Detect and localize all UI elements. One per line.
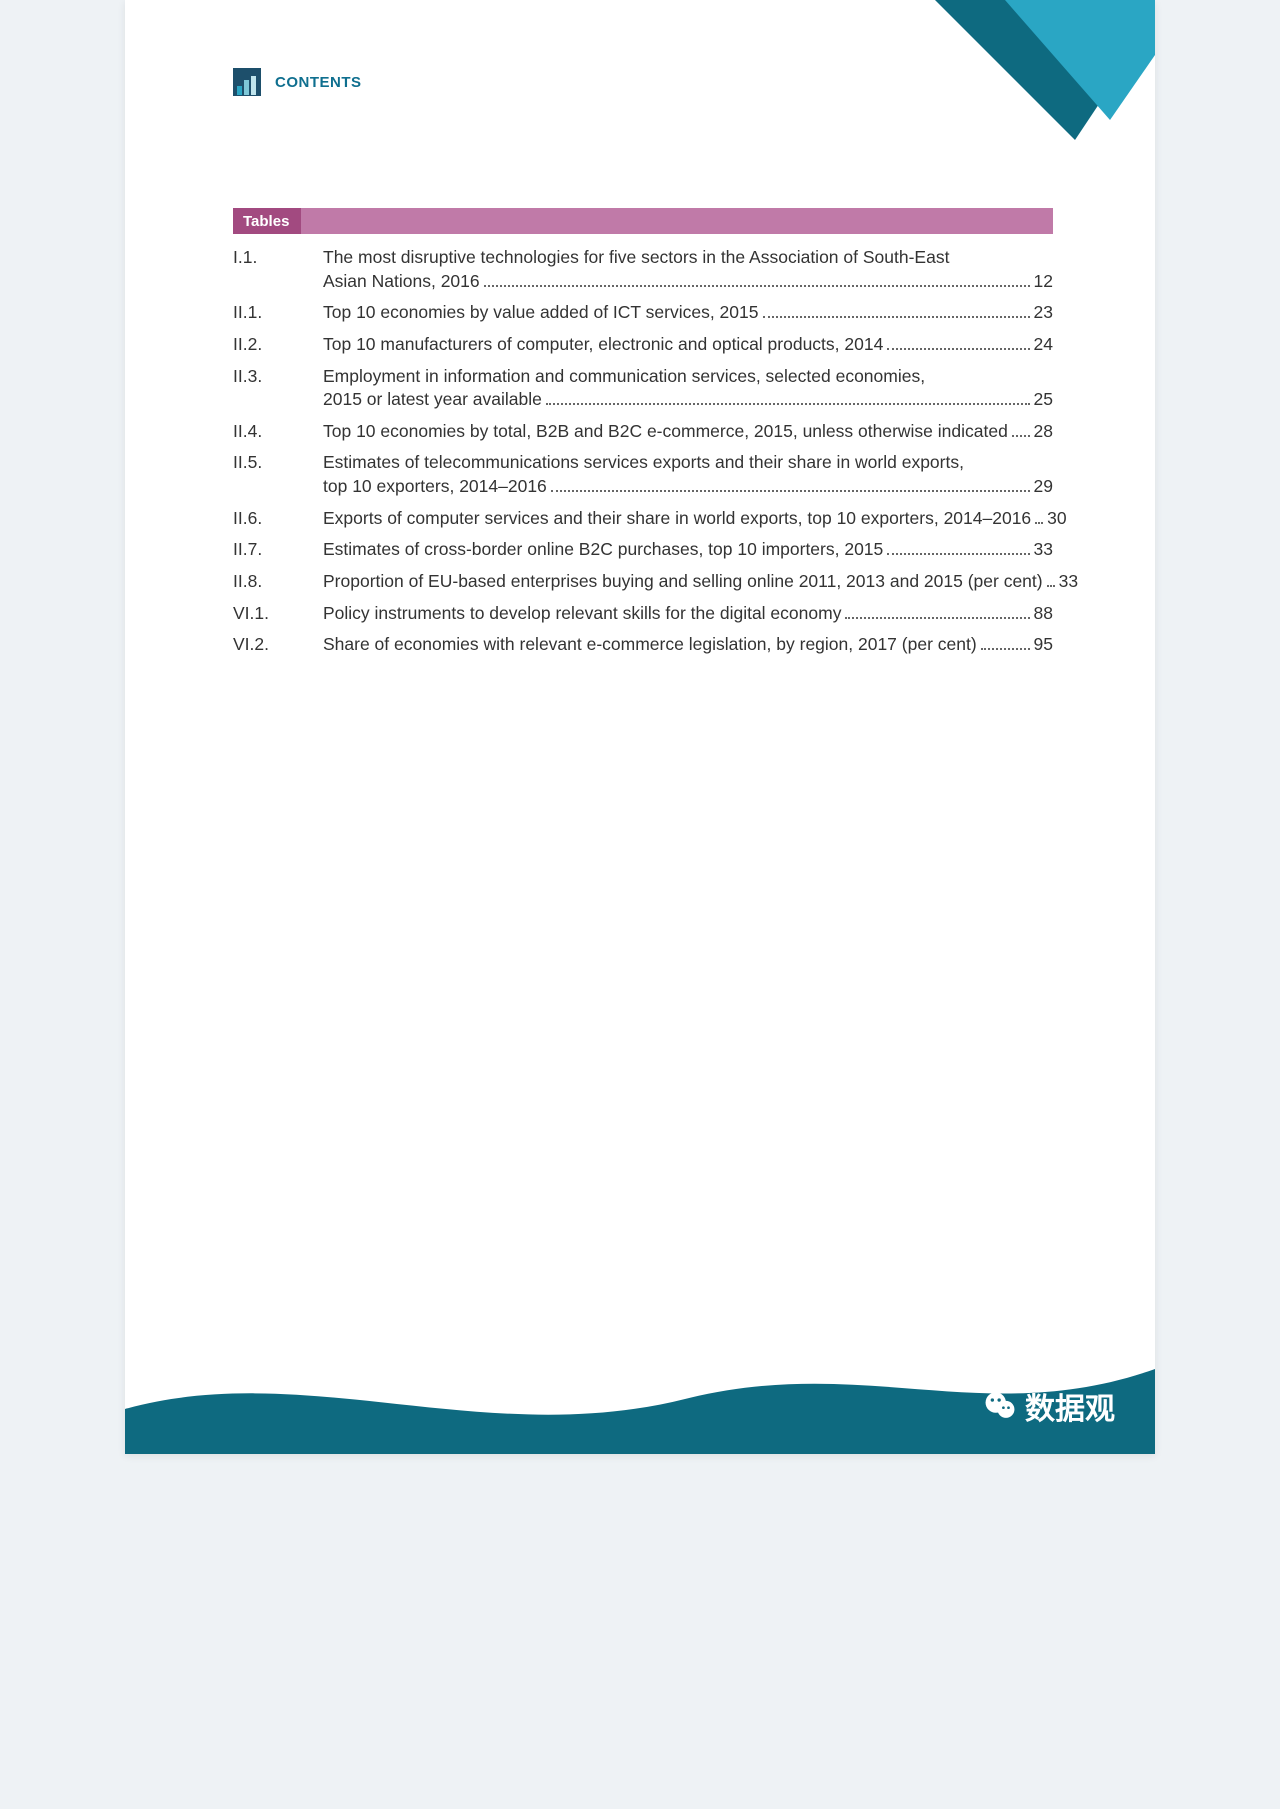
- document-page: CONTENTS Tables I.1.The most disruptive …: [125, 0, 1155, 1454]
- toc-body: Top 10 manufacturers of computer, electr…: [323, 333, 1053, 357]
- dot-leader: [546, 403, 1030, 405]
- toc-title-tail: Proportion of EU-based enterprises buyin…: [323, 570, 1043, 594]
- toc-title-tail: Policy instruments to develop relevant s…: [323, 602, 841, 626]
- toc-body: Exports of computer services and their s…: [323, 507, 1067, 531]
- toc-number: II.3.: [233, 365, 323, 412]
- toc-title-tail: Asian Nations, 2016: [323, 270, 480, 294]
- toc-body: Proportion of EU-based enterprises buyin…: [323, 570, 1078, 594]
- dot-leader: [484, 285, 1030, 287]
- toc-body: Policy instruments to develop relevant s…: [323, 602, 1053, 626]
- dot-leader: [887, 348, 1029, 350]
- toc-number: VI.1.: [233, 602, 323, 626]
- toc-title-lastline: Top 10 manufacturers of computer, electr…: [323, 333, 1053, 357]
- footer-brand-text: 数据观: [1025, 1384, 1115, 1428]
- toc-number: II.8.: [233, 570, 323, 594]
- toc-row: II.5.Estimates of telecommunications ser…: [233, 451, 1053, 498]
- dot-leader: [845, 617, 1029, 619]
- toc-title-tail: 2015 or latest year available: [323, 388, 542, 412]
- toc-title-lastline: Policy instruments to develop relevant s…: [323, 602, 1053, 626]
- toc-title-tail: Top 10 economies by value added of ICT s…: [323, 301, 759, 325]
- toc-body: Estimates of telecommunications services…: [323, 451, 1053, 498]
- toc-page: 30: [1047, 507, 1066, 531]
- wechat-icon: [983, 1389, 1017, 1423]
- toc-body: Top 10 economies by value added of ICT s…: [323, 301, 1053, 325]
- toc-row: VI.1.Policy instruments to develop relev…: [233, 602, 1053, 626]
- chart-icon: [233, 68, 261, 96]
- corner-accent: [885, 0, 1155, 170]
- toc-page: 33: [1059, 570, 1078, 594]
- toc-title-line: Employment in information and communicat…: [323, 365, 1053, 389]
- dot-leader: [981, 648, 1030, 650]
- toc-row: VI.2.Share of economies with relevant e-…: [233, 633, 1053, 657]
- toc-title-lastline: Asian Nations, 2016 12: [323, 270, 1053, 294]
- toc-body: Employment in information and communicat…: [323, 365, 1053, 412]
- toc-title-tail: Exports of computer services and their s…: [323, 507, 1031, 531]
- toc-title-tail: Share of economies with relevant e-comme…: [323, 633, 977, 657]
- toc-page: 24: [1034, 333, 1053, 357]
- section-bar: Tables: [233, 208, 1053, 234]
- toc-page: 33: [1034, 538, 1053, 562]
- toc-row: II.4.Top 10 economies by total, B2B and …: [233, 420, 1053, 444]
- toc-title-lastline: Proportion of EU-based enterprises buyin…: [323, 570, 1078, 594]
- dot-leader: [887, 553, 1029, 555]
- dot-leader: [1035, 522, 1043, 524]
- toc-row: II.2.Top 10 manufacturers of computer, e…: [233, 333, 1053, 357]
- toc-number: II.6.: [233, 507, 323, 531]
- footer-wave: 数据观: [125, 1339, 1155, 1454]
- toc-number: II.4.: [233, 420, 323, 444]
- toc-title-lastline: 2015 or latest year available 25: [323, 388, 1053, 412]
- toc-title-tail: Estimates of cross-border online B2C pur…: [323, 538, 883, 562]
- toc-page: 29: [1034, 475, 1053, 499]
- toc-body: The most disruptive technologies for fiv…: [323, 246, 1053, 293]
- toc-page: 95: [1034, 633, 1053, 657]
- dot-leader: [1047, 585, 1055, 587]
- header-label: CONTENTS: [275, 74, 362, 91]
- toc-page: 23: [1034, 301, 1053, 325]
- toc-title-line: The most disruptive technologies for fiv…: [323, 246, 1053, 270]
- toc-page: 12: [1034, 270, 1053, 294]
- footer-brand: 数据观: [983, 1384, 1115, 1428]
- toc-body: Share of economies with relevant e-comme…: [323, 633, 1053, 657]
- toc-row: II.7.Estimates of cross-border online B2…: [233, 538, 1053, 562]
- toc-number: VI.2.: [233, 633, 323, 657]
- toc-row: I.1.The most disruptive technologies for…: [233, 246, 1053, 293]
- toc-row: II.8.Proportion of EU-based enterprises …: [233, 570, 1053, 594]
- toc-number: I.1.: [233, 246, 323, 293]
- toc-title-lastline: top 10 exporters, 2014–2016 29: [323, 475, 1053, 499]
- toc-title-lastline: Share of economies with relevant e-comme…: [323, 633, 1053, 657]
- dot-leader: [763, 316, 1030, 318]
- section-label: Tables: [233, 208, 301, 234]
- toc-title-tail: Top 10 economies by total, B2B and B2C e…: [323, 420, 1008, 444]
- toc-row: II.3.Employment in information and commu…: [233, 365, 1053, 412]
- toc-title-lastline: Top 10 economies by value added of ICT s…: [323, 301, 1053, 325]
- toc-title-lastline: Top 10 economies by total, B2B and B2C e…: [323, 420, 1053, 444]
- toc-page: 88: [1034, 602, 1053, 626]
- toc-body: Estimates of cross-border online B2C pur…: [323, 538, 1053, 562]
- toc-page: 28: [1034, 420, 1053, 444]
- section-bar-fill: [301, 208, 1053, 234]
- toc-number: II.5.: [233, 451, 323, 498]
- toc-row: II.1.Top 10 economies by value added of …: [233, 301, 1053, 325]
- toc-number: II.7.: [233, 538, 323, 562]
- tables-list: I.1.The most disruptive technologies for…: [233, 246, 1053, 665]
- dot-leader: [1012, 435, 1030, 437]
- toc-number: II.2.: [233, 333, 323, 357]
- dot-leader: [551, 490, 1030, 492]
- toc-title-tail: Top 10 manufacturers of computer, electr…: [323, 333, 883, 357]
- toc-page: 25: [1034, 388, 1053, 412]
- page-header: CONTENTS: [233, 68, 362, 96]
- toc-title-line: Estimates of telecommunications services…: [323, 451, 1053, 475]
- toc-title-lastline: Exports of computer services and their s…: [323, 507, 1067, 531]
- toc-number: II.1.: [233, 301, 323, 325]
- toc-title-lastline: Estimates of cross-border online B2C pur…: [323, 538, 1053, 562]
- toc-row: II.6.Exports of computer services and th…: [233, 507, 1053, 531]
- toc-title-tail: top 10 exporters, 2014–2016: [323, 475, 547, 499]
- toc-body: Top 10 economies by total, B2B and B2C e…: [323, 420, 1053, 444]
